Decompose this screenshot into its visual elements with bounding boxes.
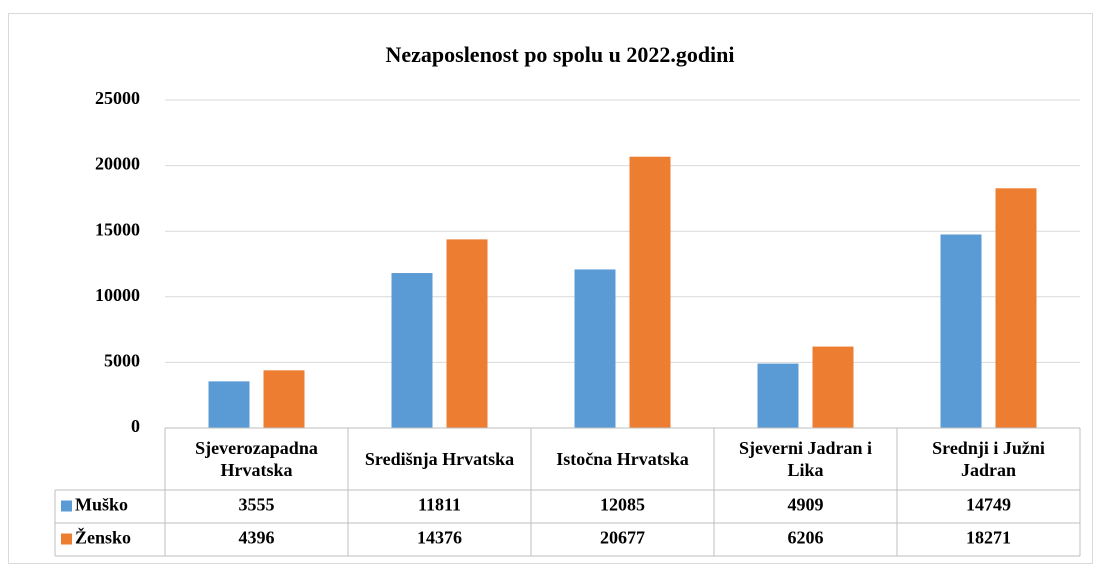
x-tick-label: Srednji i Južni Jadran [932, 438, 1045, 480]
table-value: 4909 [788, 495, 824, 515]
category-cell: Sjeverni Jadran i Lika [739, 438, 872, 480]
bar [995, 188, 1037, 428]
bar [208, 381, 250, 428]
y-tick-label: 10000 [95, 285, 140, 305]
bar [263, 370, 305, 428]
legend-swatch [61, 533, 72, 545]
table-value: 12085 [600, 495, 645, 515]
bar [757, 363, 799, 428]
category-cell: Središnja Hrvatska [364, 449, 515, 469]
chart-title: Nezaposlenost po spolu u 2022.godini [385, 42, 734, 67]
y-tick-label: 25000 [95, 88, 140, 108]
x-tick-label: Sjeverni Jadran i Lika [739, 438, 872, 480]
bar [574, 269, 616, 428]
bar [446, 239, 488, 428]
bar [629, 156, 671, 428]
category-cell: Istočna Hrvatska [556, 449, 689, 469]
y-tick-label: 0 [131, 416, 140, 436]
category-cell: Sjeverozapadna Hrvatska [195, 438, 318, 480]
y-tick-label: 20000 [95, 154, 140, 174]
table-value: 4396 [239, 528, 275, 548]
x-tick-label: Središnja Hrvatska [364, 449, 515, 469]
bar [391, 273, 433, 428]
y-tick-label: 15000 [95, 219, 140, 239]
y-tick-label: 5000 [104, 351, 140, 371]
bar [812, 346, 854, 428]
table-value: 3555 [239, 495, 275, 515]
table-value: 6206 [788, 528, 824, 548]
legend-label: Muško [75, 495, 128, 515]
category-cell: Srednji i Južni Jadran [932, 438, 1045, 480]
table-value: 20677 [600, 528, 645, 548]
chart-border [8, 13, 1093, 564]
bar [940, 234, 982, 428]
x-tick-label: Istočna Hrvatska [556, 449, 689, 469]
legend-label: Žensko [75, 527, 131, 548]
x-tick-label: Sjeverozapadna Hrvatska [195, 438, 318, 480]
legend-swatch [61, 500, 72, 512]
table-value: 11811 [418, 495, 461, 515]
table-value: 14376 [417, 528, 462, 548]
table-value: 18271 [966, 528, 1011, 548]
table-value: 14749 [966, 495, 1011, 515]
